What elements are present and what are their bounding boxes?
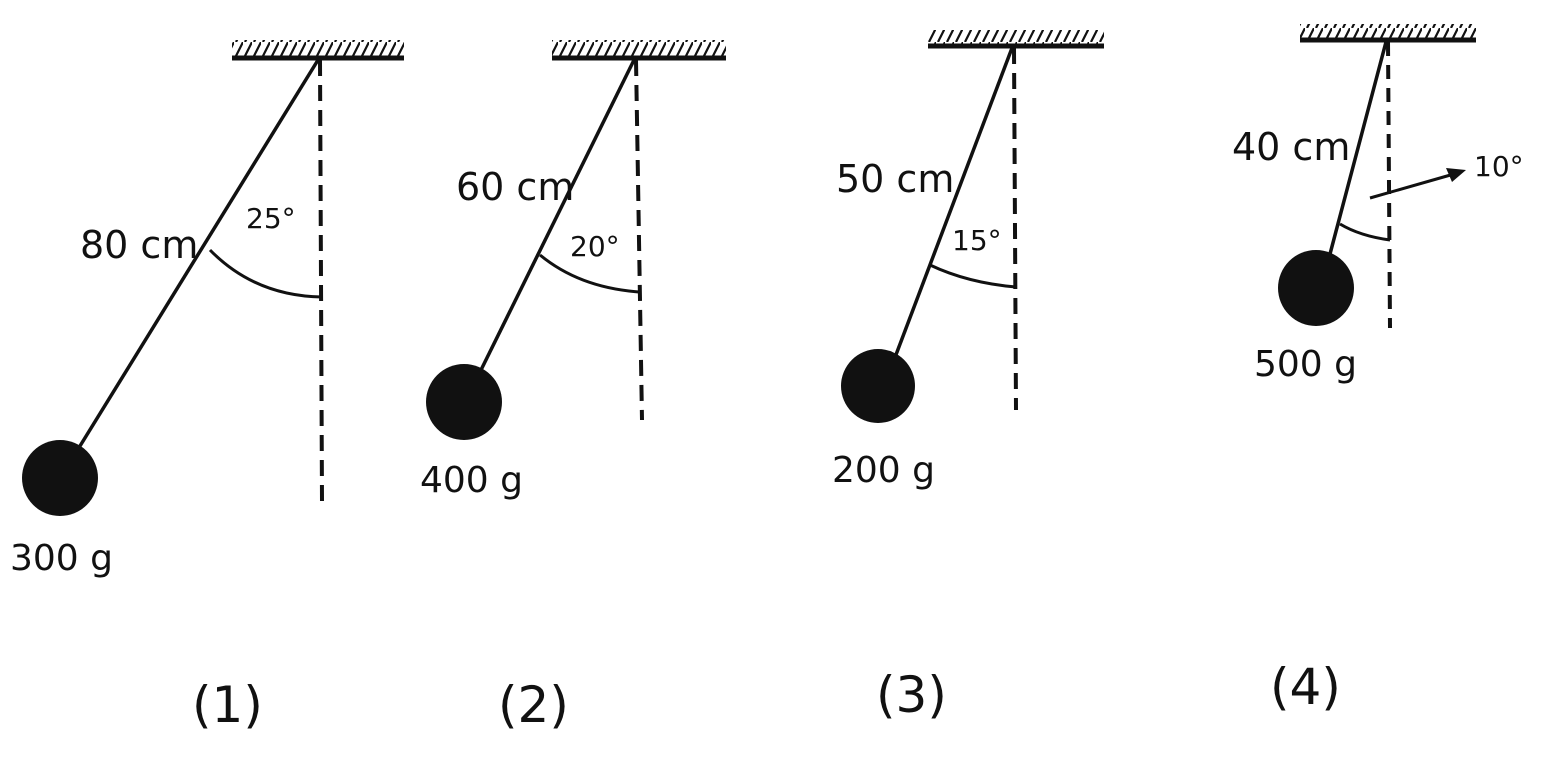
bob-4 (1278, 250, 1354, 326)
bob-2 (426, 364, 502, 440)
length-label-1: 80 cm (80, 223, 198, 267)
bob-3 (841, 349, 915, 423)
angle-label-1: 25° (246, 202, 296, 235)
angle-arc-1 (208, 248, 323, 299)
mass-label-3: 200 g (832, 450, 935, 491)
caption-3: (3) (876, 666, 947, 724)
angle-label-2: 20° (570, 230, 620, 263)
pendulum-3: 50 cm 15° 200 g (3) (832, 30, 1104, 724)
vertical-reference-3 (1012, 47, 1018, 411)
string-1 (78, 59, 320, 447)
pendulum-4: 40 cm 10° 500 g (4) (1232, 24, 1524, 716)
angle-arc-2 (539, 253, 641, 294)
mass-label-2: 400 g (420, 460, 523, 501)
ceiling-hatch-3 (928, 30, 1104, 44)
length-label-3: 50 cm (836, 157, 954, 201)
caption-2: (2) (498, 676, 569, 734)
mass-label-4: 500 g (1254, 344, 1357, 385)
pendulum-2: 60 cm 20° 400 g (2) (420, 40, 726, 734)
mass-label-1: 300 g (10, 538, 113, 579)
pendulum-1: 80 cm 25° 300 g (1) (10, 40, 404, 734)
vertical-reference-1 (318, 59, 324, 503)
vertical-reference-4 (1386, 41, 1392, 329)
angle-pointer-arrowhead-4 (1446, 168, 1466, 182)
angle-arc-4 (1339, 222, 1391, 242)
ceiling-hatch-2 (552, 40, 726, 56)
ceiling-hatch-1 (232, 40, 404, 56)
bob-1 (22, 440, 98, 516)
angle-label-3: 15° (952, 224, 1002, 257)
vertical-reference-2 (634, 59, 644, 421)
angle-pointer-line-4 (1369, 172, 1455, 200)
string-4 (1328, 41, 1388, 255)
angle-arc-3 (929, 263, 1017, 289)
caption-1: (1) (192, 676, 263, 734)
string-2 (478, 59, 636, 373)
string-3 (892, 47, 1014, 361)
ceiling-hatch-4 (1300, 24, 1476, 38)
caption-4: (4) (1270, 658, 1341, 716)
length-label-2: 60 cm (456, 165, 574, 209)
length-label-4: 40 cm (1232, 125, 1350, 169)
angle-label-4: 10° (1474, 150, 1524, 183)
